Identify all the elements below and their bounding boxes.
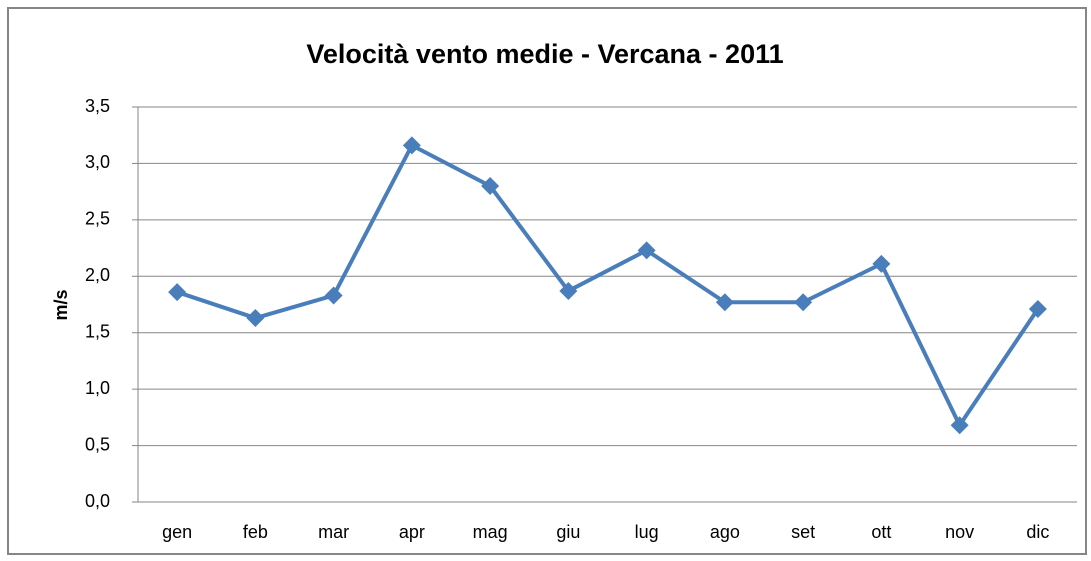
x-tick-label: nov <box>945 522 974 542</box>
y-tick-label: 2,5 <box>85 209 110 229</box>
x-tick-label: mar <box>318 522 349 542</box>
y-tick-label: 3,0 <box>85 152 110 172</box>
y-tick-label: 2,0 <box>85 265 110 285</box>
marker <box>950 416 969 435</box>
x-tick-label: ago <box>710 522 740 542</box>
marker <box>715 293 734 312</box>
y-tick-label: 0,0 <box>85 491 110 511</box>
marker <box>481 177 500 195</box>
x-tick-label: dic <box>1026 522 1049 542</box>
chart-frame <box>7 7 1087 555</box>
marker <box>168 283 187 302</box>
marker <box>402 136 421 155</box>
x-tick-label: gen <box>162 522 192 542</box>
marker <box>559 281 578 300</box>
marker <box>794 293 813 312</box>
x-tick-label: ott <box>871 522 891 542</box>
x-tick-label: apr <box>399 522 425 542</box>
x-tick-label: feb <box>243 522 268 542</box>
chart-title: Velocità vento medie - Vercana - 2011 <box>306 39 783 69</box>
line-series <box>176 143 1040 428</box>
x-tick-label: lug <box>635 522 659 542</box>
y-tick-label: 3,5 <box>85 96 110 116</box>
y-tick-label: 1,0 <box>85 378 110 398</box>
y-axis-label: m/s <box>51 289 71 320</box>
y-tick-label: 1,5 <box>85 321 110 341</box>
x-tick-label: mag <box>473 522 508 542</box>
y-tick-label: 0,5 <box>85 434 110 454</box>
marker <box>872 254 891 273</box>
marker <box>246 309 265 328</box>
marker <box>1028 300 1047 319</box>
x-tick-label: set <box>791 522 815 542</box>
marker <box>324 286 343 305</box>
marker <box>637 241 656 260</box>
x-tick-label: giu <box>556 522 580 542</box>
